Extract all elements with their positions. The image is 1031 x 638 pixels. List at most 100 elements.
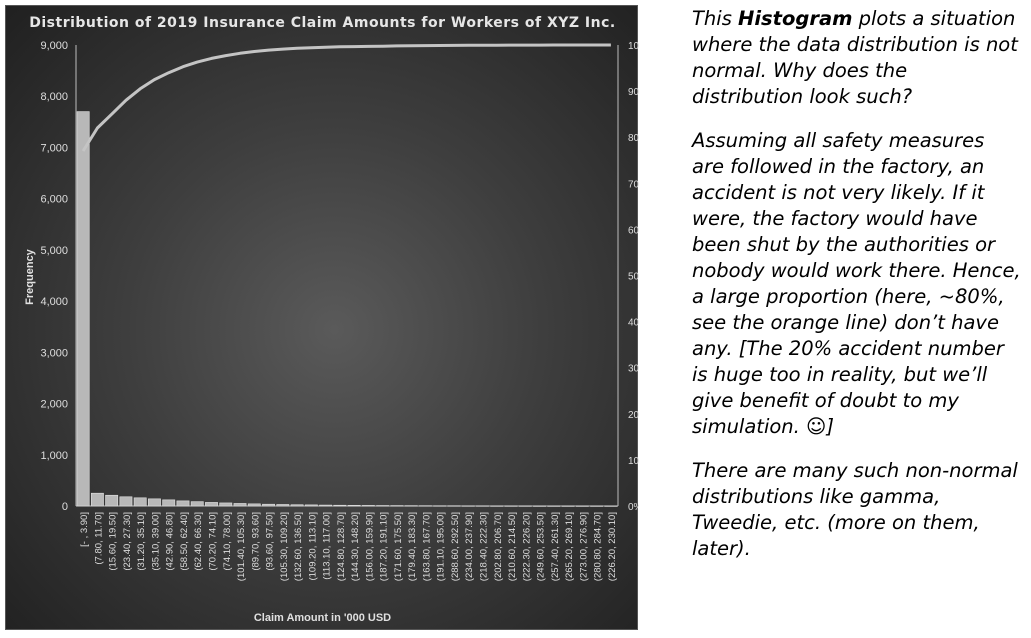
x-tick-label: (23.40, 27.30] (122, 512, 133, 571)
x-tick-label: (210.60, 214.50] (507, 512, 518, 581)
histogram-bar (447, 505, 461, 507)
x-tick-label: (132.60, 136.50] (293, 512, 304, 581)
x-tick-label: (273.00, 276.90] (578, 512, 589, 581)
note-paragraph-1: This Histogram plots a situation where t… (692, 6, 1022, 110)
histogram-bar (276, 504, 290, 507)
y2-tick-label: 70% (628, 179, 639, 190)
y2-tick-label: 40% (628, 318, 639, 329)
x-tick-label: (124.80, 128.70] (336, 512, 347, 581)
x-tick-label: (202.80, 206.70] (493, 512, 504, 581)
x-tick-label: (191.10, 195.00] (436, 512, 447, 581)
note-text: plots a situation where the data distrib… (692, 7, 1018, 108)
y2-tick-label: 10% (628, 456, 639, 467)
x-tick-label: (101.40, 105.30] (236, 512, 247, 581)
histogram-bar (390, 505, 404, 507)
histogram-bar (518, 505, 532, 507)
note-paragraph-2: Assuming all safety measures are followe… (692, 129, 1021, 438)
histogram-bar (333, 504, 347, 507)
x-tick-label: (249.60, 253.50] (536, 512, 547, 581)
y-tick-label: 7,000 (40, 142, 68, 154)
y-tick-label: 9,000 (40, 40, 68, 52)
x-tick-label: (89.70, 93.60] (250, 512, 261, 571)
y2-tick-label: 50% (628, 272, 639, 283)
histogram-bar (162, 499, 176, 507)
histogram-bar (561, 505, 575, 507)
y-tick-label: 6,000 (40, 194, 68, 206)
x-tick-label: (35.10, 39.00] (150, 512, 161, 571)
x-tick-label: (7.80, 11.70] (93, 512, 104, 565)
histogram-bar (90, 492, 104, 507)
histogram-bar (476, 505, 489, 507)
histogram-bar (304, 504, 318, 507)
x-tick-label: (288.60, 292.50] (450, 512, 461, 581)
x-tick-label: (74.10, 78.00] (222, 512, 233, 571)
cumulative-line (81, 43, 611, 152)
histogram-bar (433, 505, 447, 507)
x-tick-label: (156.00, 159.90] (364, 512, 375, 581)
x-tick-label: (187.20, 191.10] (379, 512, 390, 581)
histogram-bar (133, 497, 147, 507)
x-tick-label: (15.60, 19.50] (108, 512, 119, 571)
x-tick-label: (234.00, 237.90] (464, 512, 475, 581)
x-tick-label: (144.30, 148.20] (350, 512, 361, 581)
y-tick-label: 0 (62, 501, 68, 513)
histogram-bar (190, 501, 204, 507)
x-tick-label: (31.20, 35.10] (136, 512, 147, 571)
histogram-bar (262, 503, 275, 507)
histogram-bar (404, 505, 418, 507)
x-tick-label: (171.60, 175.50] (393, 512, 404, 581)
y2-tick-label: 60% (628, 225, 639, 236)
x-tick-label: (280.80, 284.70] (593, 512, 604, 581)
histogram-bar (319, 504, 333, 507)
chart-canvas: 0 1,000 2,000 3,000 4,000 5,000 6,000 7,000 8,00… (40, 40, 639, 581)
histogram-bar (533, 505, 546, 507)
histogram-bar (148, 498, 161, 507)
histogram-bar (504, 505, 518, 507)
histogram-bar (105, 494, 119, 507)
y2-tick-label: 90% (628, 87, 639, 98)
y-tick-label: 4,000 (40, 296, 68, 308)
histogram-bar (290, 504, 304, 507)
note-text: This (692, 7, 739, 30)
y-tick-label: 2,000 (40, 399, 68, 411)
histogram-bar (347, 505, 361, 507)
x-tick-label: (105.30, 109.20] (279, 512, 290, 581)
y2-tick-label: 30% (628, 364, 639, 375)
y2-tick-label: 20% (628, 410, 639, 421)
histogram-bar (76, 111, 90, 507)
histogram-chart: 0 1,000 2,000 3,000 4,000 5,000 6,000 7,000 8,00… (5, 5, 639, 630)
x-tick-label: (179.40, 183.30] (407, 512, 418, 581)
histogram-bar (176, 500, 190, 507)
histogram-bar (376, 505, 390, 507)
x-tick-label: (218.40, 222.30] (479, 512, 490, 581)
explanation-note: This Histogram plots a situation where t… (692, 6, 1022, 580)
histogram-bar (490, 505, 504, 507)
y-tick-label: 5,000 (40, 245, 68, 257)
y2-tick-label: 100% (628, 41, 639, 52)
histogram-bar (419, 505, 432, 507)
histogram-bar (205, 502, 218, 507)
y-tick-label: 8,000 (40, 91, 68, 103)
x-tick-label: (257.40, 261.30] (550, 512, 561, 581)
y2-tick-label: 80% (628, 133, 639, 144)
histogram-bar (247, 503, 261, 507)
y2-tick-label: 0% (628, 502, 639, 513)
x-axis-label: Claim Amount in '000 USD (253, 612, 392, 624)
x-tick-label: (163.80, 167.70] (421, 512, 432, 581)
x-tick-label: (70.20, 74.10] (208, 512, 219, 571)
y-tick-label: 3,000 (40, 347, 68, 359)
chart-title: Distribution of 2019 Insurance Claim Amo… (29, 15, 616, 31)
note-paragraph-3: There are many such non-normal distribut… (692, 459, 1018, 560)
x-tick-label: (58.50, 62.40] (179, 512, 190, 571)
x-tick-label: (42.90, 46.80] (165, 512, 176, 571)
histogram-bar (604, 505, 618, 507)
histogram-bar (547, 505, 561, 507)
histogram-bar (119, 496, 133, 507)
histogram-bar (575, 505, 589, 507)
y-tick-label: 1,000 (40, 450, 68, 462)
x-tick-label: (62.40, 66.30] (193, 512, 204, 571)
histogram-bar (219, 502, 233, 507)
x-tick-label: [- , 3.90] (79, 512, 90, 547)
x-tick-label: (113.10, 117.00] (322, 512, 333, 580)
histogram-bar (590, 505, 604, 507)
